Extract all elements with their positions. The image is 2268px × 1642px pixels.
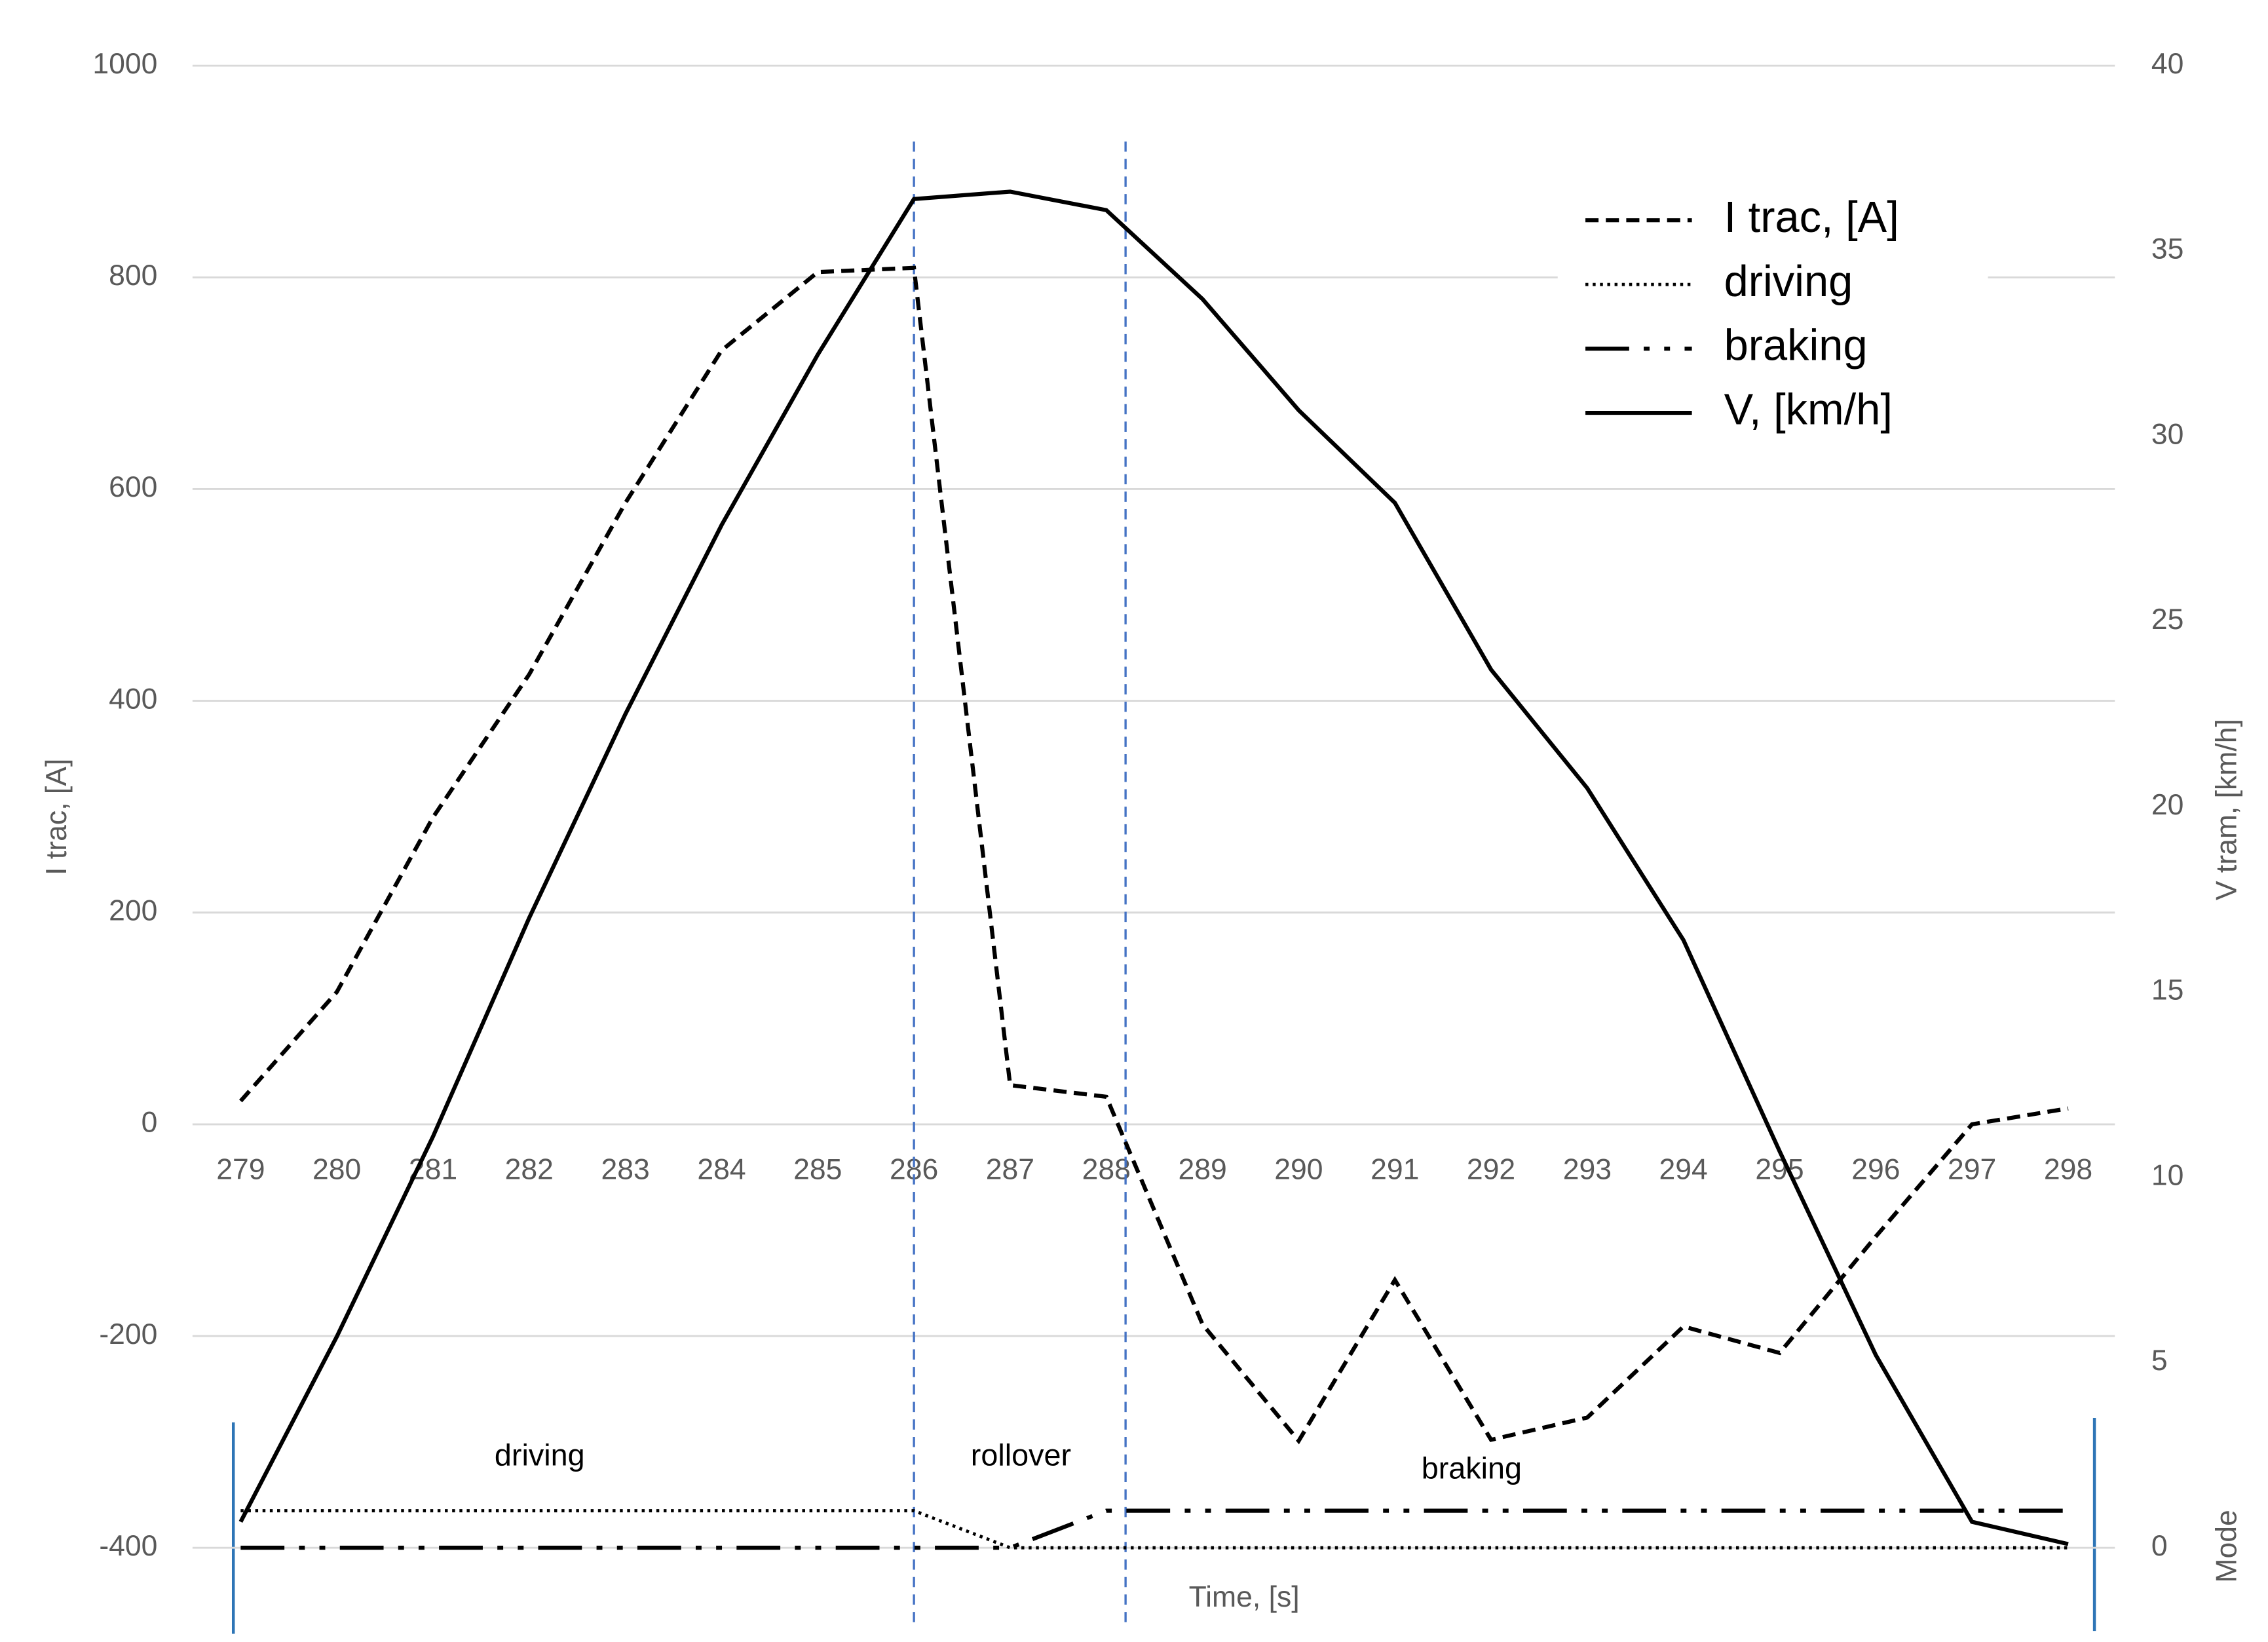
y-tick-label: 400 — [109, 683, 157, 715]
y-tick-label: 1000 — [92, 48, 157, 80]
y2-tick-label: 0 — [2151, 1530, 2168, 1562]
y-axis-label: I trac, [A] — [41, 759, 73, 875]
y2-tick-label: 5 — [2151, 1345, 2168, 1377]
y-tick-label: 200 — [109, 895, 157, 927]
series-line — [240, 1508, 2068, 1550]
x-tick-label: 279 — [216, 1154, 265, 1186]
x-tick-label: 298 — [2044, 1154, 2092, 1186]
annotation: braking — [1422, 1451, 1522, 1485]
x-axis-label: Time, [s] — [1189, 1581, 1300, 1613]
legend-label: I trac, [A] — [1724, 193, 1899, 242]
x-tick-label: 283 — [601, 1154, 650, 1186]
x-tick-label: 297 — [1948, 1154, 1996, 1186]
y-tick-label: 0 — [142, 1107, 158, 1139]
x-tick-label: 284 — [697, 1154, 746, 1186]
mode-axis-label: Mode — [2211, 1510, 2243, 1582]
legend-label: V, [km/h] — [1724, 386, 1893, 434]
x-tick-label: 290 — [1274, 1154, 1323, 1186]
x-tick-label: 285 — [793, 1154, 842, 1186]
y2-tick-label: 15 — [2151, 974, 2184, 1006]
y-tick-label: 600 — [109, 471, 157, 503]
legend-label: driving — [1724, 258, 1853, 306]
x-tick-label: 293 — [1563, 1154, 1612, 1186]
legend-label: braking — [1724, 322, 1868, 370]
y2-tick-label: 40 — [2151, 48, 2184, 80]
y2-tick-label: 20 — [2151, 789, 2184, 821]
x-tick-label: 296 — [1851, 1154, 1900, 1186]
y-tick-label: -400 — [99, 1530, 157, 1562]
x-tick-label: 291 — [1370, 1154, 1419, 1186]
x-tick-label: 280 — [312, 1154, 361, 1186]
annotation: rollover — [971, 1438, 1071, 1472]
y2-tick-label: 35 — [2151, 233, 2184, 265]
y2-tick-label: 25 — [2151, 603, 2184, 636]
y-tick-label: 800 — [109, 259, 157, 292]
y2-axis-label: V tram, [km/h] — [2211, 719, 2243, 900]
x-tick-label: 288 — [1082, 1154, 1131, 1186]
series-line — [238, 189, 2069, 1546]
x-tick-label: 282 — [505, 1154, 554, 1186]
x-tick-label: 294 — [1659, 1154, 1708, 1186]
y-tick-label: -200 — [99, 1318, 157, 1350]
series-line — [240, 1509, 2068, 1550]
annotation: driving — [495, 1438, 585, 1472]
x-tick-label: 292 — [1467, 1154, 1515, 1186]
y2-tick-label: 10 — [2151, 1159, 2184, 1191]
x-tick-label: 289 — [1178, 1154, 1226, 1186]
x-tick-label: 295 — [1755, 1154, 1804, 1186]
x-tick-label: 287 — [986, 1154, 1034, 1186]
y2-tick-label: 30 — [2151, 418, 2184, 450]
